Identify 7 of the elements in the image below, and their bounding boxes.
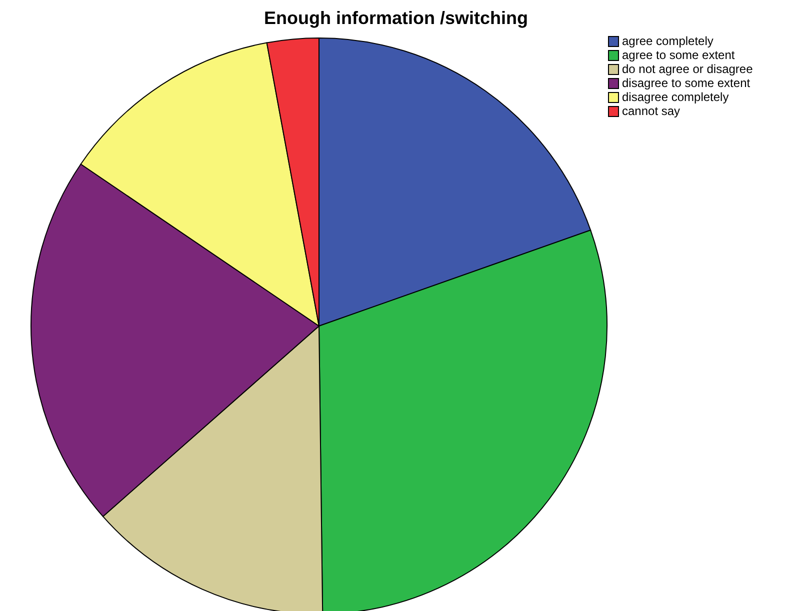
chart-title: Enough information /switching (264, 8, 528, 28)
legend-label: disagree to some extent (622, 76, 750, 90)
legend-label: agree completely (622, 34, 714, 48)
legend-label: do not agree or disagree (622, 62, 753, 76)
legend-label: agree to some extent (622, 48, 735, 62)
legend-label: disagree completely (622, 90, 729, 104)
legend-label: cannot say (622, 104, 680, 118)
